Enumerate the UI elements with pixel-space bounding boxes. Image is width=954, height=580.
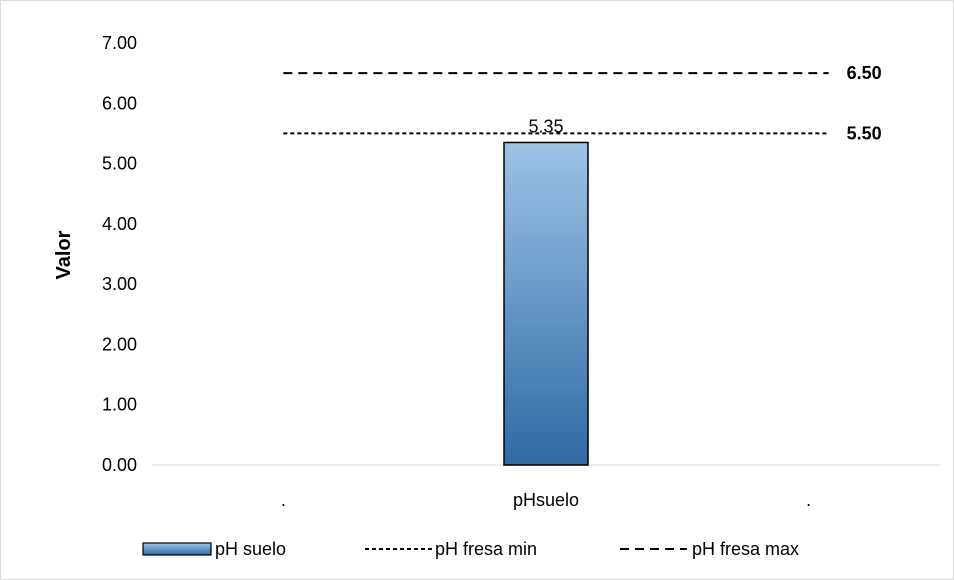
y-tick-label: 7.00 <box>102 33 137 53</box>
y-tick-label: 1.00 <box>102 395 137 415</box>
y-tick-label: 3.00 <box>102 274 137 294</box>
reference-lines: 5.50 6.50 <box>283 63 882 143</box>
legend-label-ph-suelo: pH suelo <box>215 539 286 559</box>
y-axis-label: Valor <box>53 230 75 279</box>
legend-swatch-ph-suelo <box>142 542 212 556</box>
legend: pH suelo pH fresa min pH fresa max <box>142 539 799 559</box>
y-axis-ticks: 0.00 1.00 2.00 3.00 4.00 5.00 6.00 7.00 <box>102 33 137 475</box>
y-tick-label: 4.00 <box>102 214 137 234</box>
y-tick-label: 6.00 <box>102 93 137 113</box>
bar-ph-suelo <box>503 141 589 466</box>
legend-label-ph-fresa-max: pH fresa max <box>692 539 799 559</box>
label-ph-fresa-max: 6.50 <box>847 63 882 83</box>
bars: 5.35 <box>503 116 589 466</box>
y-tick-label: 5.00 <box>102 154 137 174</box>
bar-data-label: 5.35 <box>528 116 563 136</box>
y-tick-label: 0.00 <box>102 455 137 475</box>
legend-label-ph-fresa-min: pH fresa min <box>435 539 537 559</box>
y-tick-label: 2.00 <box>102 334 137 354</box>
label-ph-fresa-min: 5.50 <box>847 123 882 143</box>
x-axis: . pHsuelo. <box>152 464 940 510</box>
x-tick-label: . <box>281 490 286 510</box>
x-tick-label: . <box>806 490 811 510</box>
x-tick-label: pHsuelo <box>513 490 579 510</box>
